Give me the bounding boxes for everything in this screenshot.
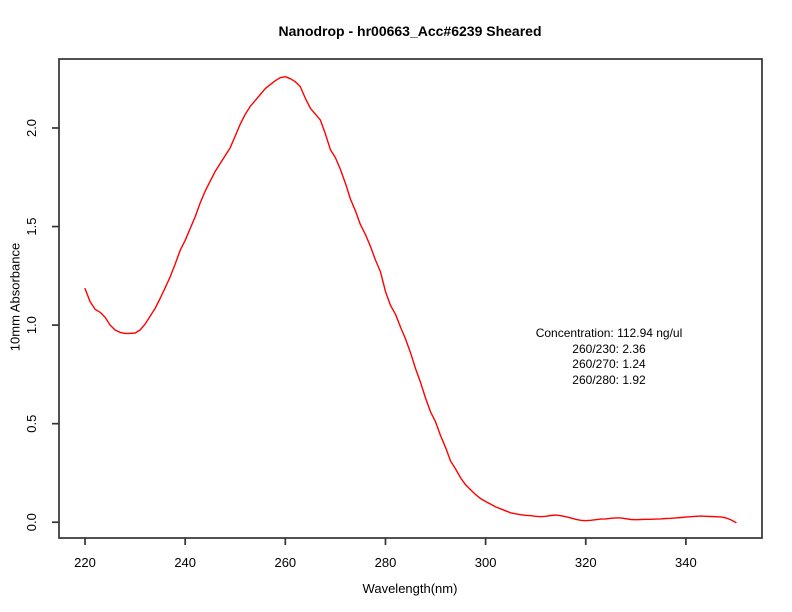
y-tick-label: 0.0 [24, 513, 39, 531]
y-tick-label: 1.5 [24, 218, 39, 236]
x-tick-label: 340 [675, 555, 697, 570]
plot-border [58, 58, 763, 539]
x-axis-label: Wavelength(nm) [362, 581, 458, 596]
ratio-260-280: 260/280: 1.92 [572, 372, 646, 387]
x-tick-label: 300 [475, 555, 497, 570]
x-tick-label: 220 [74, 555, 96, 570]
x-tick-label: 280 [375, 555, 397, 570]
sample-metrics-annotation: Concentration: 112.94 ng/ul 260/230: 2.3… [536, 326, 683, 388]
absorbance-curve [84, 76, 737, 524]
x-tick-label: 260 [274, 555, 296, 570]
x-tick-label: 320 [575, 555, 597, 570]
y-tick-label: 0.5 [24, 415, 39, 433]
ratio-260-230: 260/230: 2.36 [572, 341, 646, 356]
y-tick-label: 2.0 [24, 119, 39, 137]
y-axis-label: 10mm Absorbance [7, 242, 23, 352]
concentration-value: Concentration: 112.94 ng/ul [535, 326, 683, 340]
ratio-260-270: 260/270: 1.24 [572, 357, 646, 371]
y-tick-label: 1.0 [24, 316, 39, 334]
x-tick-label: 240 [174, 555, 196, 570]
chart-title: Nanodrop - hr00663_Acc#6239 Sheared [278, 23, 542, 39]
